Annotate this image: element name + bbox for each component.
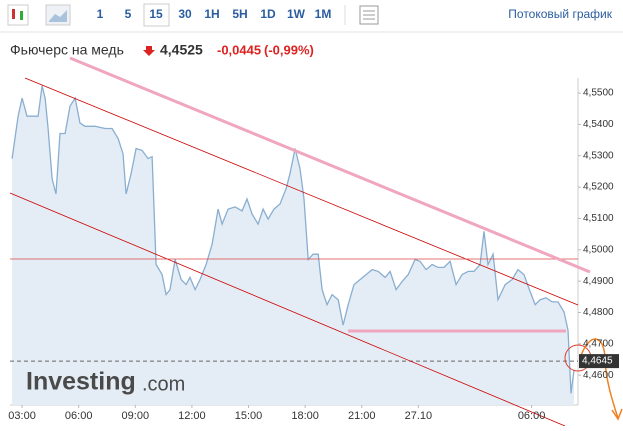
candle-icon-part: [12, 9, 15, 19]
y-tick-label: 4,4600: [583, 370, 614, 381]
y-tick-label: 4,4900: [583, 276, 614, 287]
y-tick-label: 4,5000: [583, 244, 614, 255]
y-tick-label: 4,4800: [583, 307, 614, 318]
x-tick-label: 21:00: [348, 410, 376, 422]
y-tick-label: 4,5500: [583, 88, 614, 99]
timeframe-button[interactable]: 15: [149, 7, 163, 21]
x-tick-label: 03:00: [8, 410, 36, 422]
chart-title: Фьючерс на медь: [10, 42, 124, 58]
table-icon[interactable]: [359, 5, 379, 25]
timeframe-button[interactable]: 1W: [287, 7, 306, 21]
toolbar: Потоковый график: [7, 3, 613, 27]
watermark: Investing: [26, 368, 136, 396]
x-tick-label: 06:00: [65, 410, 93, 422]
timeframe-button[interactable]: 5: [125, 7, 132, 21]
change: -0,0445: [217, 42, 261, 57]
last-price-label: 4,4645: [582, 356, 613, 367]
timeframe-button[interactable]: 30: [178, 7, 192, 21]
candle-icon-part: [20, 11, 23, 20]
timeframe-button[interactable]: 1H: [204, 7, 219, 21]
x-tick-label: 15:00: [235, 410, 263, 422]
timeframe-button[interactable]: 5H: [232, 7, 247, 21]
watermark: .com: [142, 373, 185, 395]
area-icon-part: [49, 10, 67, 22]
y-tick-label: 4,5200: [583, 182, 614, 193]
arrow-head: [611, 408, 623, 421]
y-tick-label: 4,4700: [583, 339, 614, 350]
trend-line: [69, 56, 591, 274]
x-tick-label: 18:00: [291, 410, 319, 422]
timeframe-button[interactable]: 1M: [315, 7, 332, 21]
stream-link[interactable]: Потоковый график: [508, 7, 612, 21]
x-tick-label: 06:00: [518, 410, 546, 422]
price: 4,4525: [160, 42, 203, 58]
line: [11, 85, 575, 394]
y-tick-label: 4,5400: [583, 119, 614, 130]
selected-frame: [143, 3, 170, 27]
channel-line: [9, 192, 566, 427]
timeframe-button[interactable]: 1: [97, 7, 104, 21]
plot: [10, 78, 581, 408]
x-tick-label: 12:00: [178, 410, 206, 422]
candle-icon[interactable]: [7, 4, 29, 26]
y-tick-label: 4,5300: [583, 150, 614, 161]
timeframe-button[interactable]: 1D: [260, 7, 276, 21]
down-arrow: [143, 46, 155, 56]
last-price-box: [579, 354, 619, 369]
y-tick-label: 4,5100: [583, 213, 614, 224]
area: [12, 85, 575, 406]
channel-line: [24, 77, 579, 306]
change-percent: (-0,99%): [264, 42, 314, 57]
x-tick-label: 09:00: [122, 410, 150, 422]
x-tick-label: 27.10: [405, 410, 433, 422]
